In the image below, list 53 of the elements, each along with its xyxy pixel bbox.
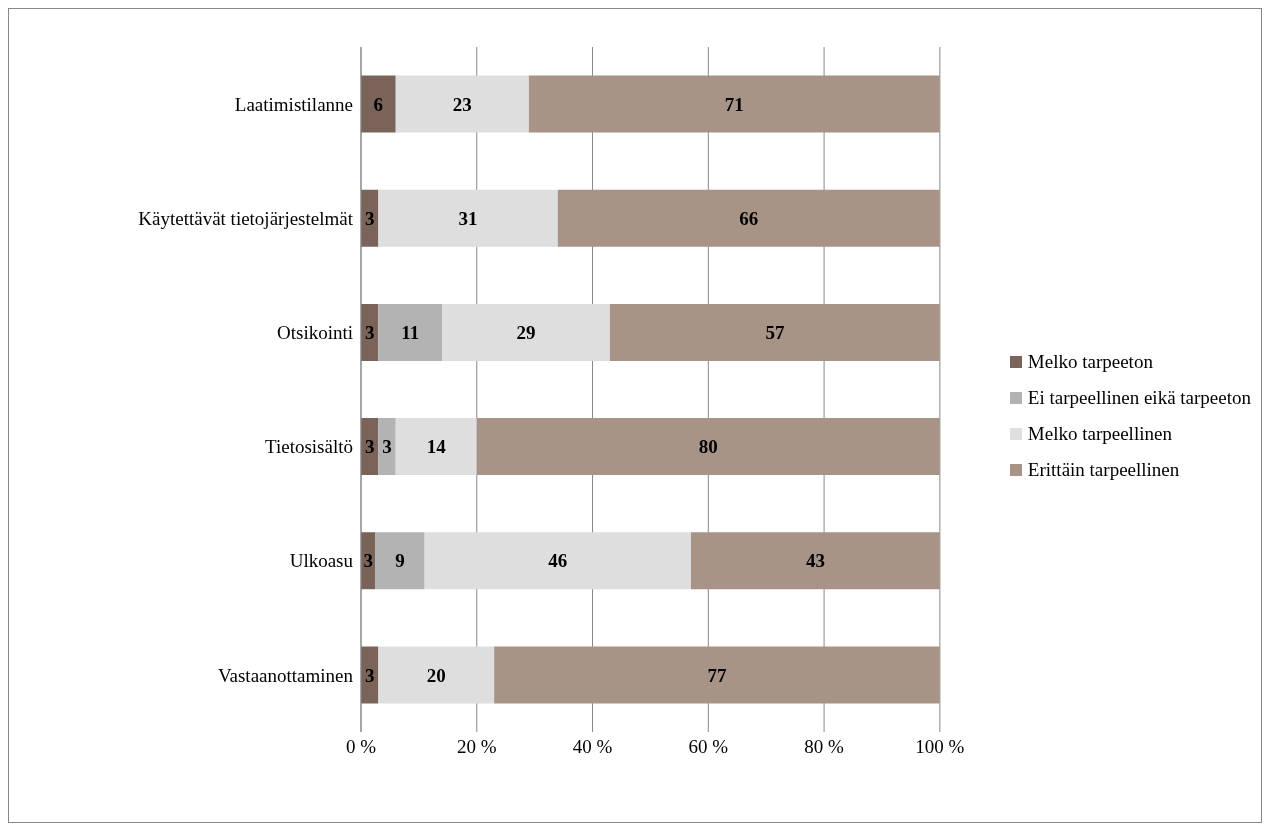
data-label: 23: [452, 93, 472, 115]
bar: [476, 418, 940, 476]
data-label: 6: [373, 93, 384, 115]
data-label: 3: [363, 550, 373, 572]
y-tick-label: Käytettävät tietojärjestelmät: [138, 207, 354, 229]
bar: [424, 532, 691, 590]
bar: [609, 303, 940, 361]
x-tick-label: 60 %: [688, 736, 729, 758]
data-label: 3: [364, 436, 375, 458]
bar: [395, 418, 477, 476]
data-label: 77: [707, 664, 727, 686]
data-label: 29: [516, 322, 536, 344]
data-label: 3: [364, 207, 375, 229]
bar: [557, 189, 940, 247]
data-label: 43: [805, 550, 825, 572]
x-tick-label: 0 %: [345, 736, 377, 758]
legend-label: Melko tarpeellinen: [1027, 422, 1172, 445]
x-tick-label: 100 %: [915, 736, 965, 758]
y-tick-label: Otsikointi: [276, 322, 353, 344]
x-tick-label: 40 %: [572, 736, 613, 758]
data-label: 14: [426, 436, 447, 458]
x-tick-label: 20 %: [456, 736, 497, 758]
bar: [395, 75, 529, 133]
y-tick-label: Laatimistilanne: [234, 93, 353, 115]
bar: [361, 75, 396, 133]
legend-label: Erittäin tarpeellinen: [1027, 458, 1180, 481]
bar: [375, 532, 425, 590]
legend-label: Melko tarpeeton: [1027, 350, 1153, 373]
x-tick-label: 80 %: [804, 736, 845, 758]
bar: [494, 646, 940, 704]
data-label: 71: [724, 93, 744, 115]
data-label: 3: [382, 436, 392, 458]
bar: [528, 75, 940, 133]
data-label: 3: [364, 322, 375, 344]
data-label: 80: [698, 436, 718, 458]
data-label: 9: [395, 550, 405, 572]
data-label: 46: [548, 550, 568, 572]
data-label: 11: [401, 322, 420, 344]
legend-label: Ei tarpeellinen eikä tarpeeton: [1027, 386, 1251, 409]
y-tick-label: Ulkoasu: [289, 550, 354, 572]
bar: [378, 303, 443, 361]
data-label: 57: [765, 322, 785, 344]
data-label: 3: [364, 664, 375, 686]
bar: [378, 646, 495, 704]
bar: [442, 303, 610, 361]
data-label: 20: [426, 664, 446, 686]
bar: [690, 532, 940, 590]
y-tick-label: Vastaanottaminen: [217, 664, 354, 686]
bar: [378, 418, 396, 476]
data-label: 31: [458, 207, 478, 229]
bar: [378, 189, 558, 247]
data-label: 66: [739, 207, 759, 229]
y-tick-label: Tietosisältö: [265, 436, 353, 458]
